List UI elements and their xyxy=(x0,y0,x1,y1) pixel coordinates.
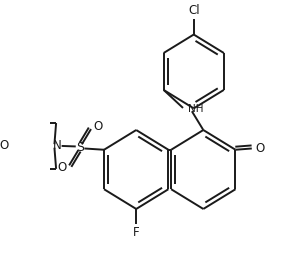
Text: O: O xyxy=(57,161,67,174)
Text: S: S xyxy=(76,141,84,154)
Text: Cl: Cl xyxy=(188,4,200,17)
Text: N: N xyxy=(53,139,62,152)
Text: O: O xyxy=(0,139,8,152)
Text: O: O xyxy=(255,142,265,155)
Text: F: F xyxy=(133,226,139,239)
Text: NH: NH xyxy=(188,104,203,114)
Text: O: O xyxy=(93,120,103,133)
